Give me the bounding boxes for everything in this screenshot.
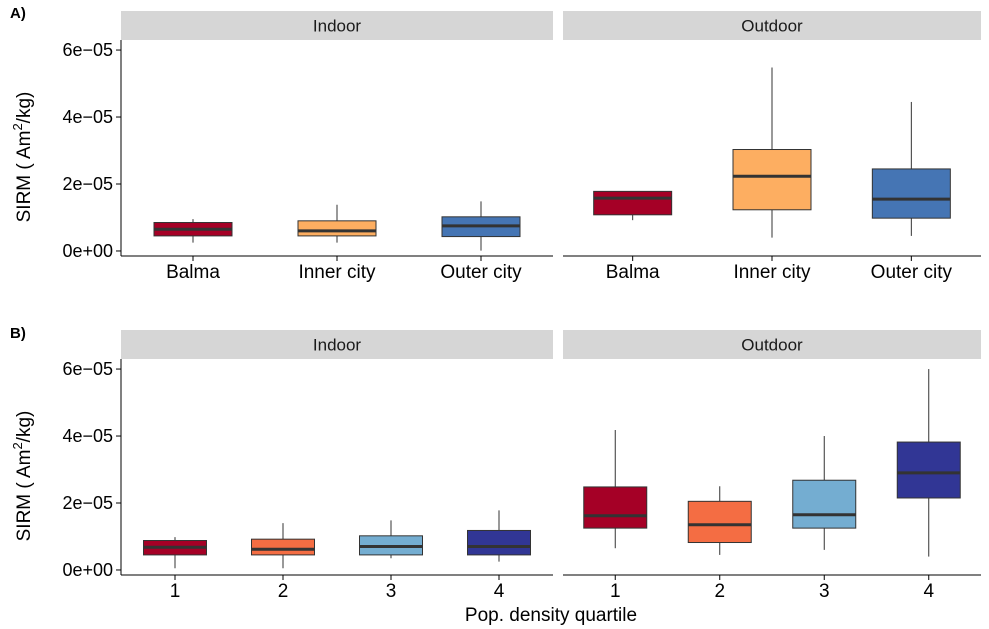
box-inner-city: Inner city [297,204,377,283]
x-tick-label: 4 [923,581,934,602]
x-tick-label: 4 [494,581,505,602]
x-tick-label: Balma [606,262,660,283]
box-body [467,529,531,556]
x-tick-label: 3 [386,581,397,602]
y-axis-title-main: SIRM ( Am [14,131,35,223]
x-tick-label: Inner city [298,262,376,283]
y-axis-title: SIRM ( Am2/kg) [10,411,35,542]
box-1: 1 [143,537,207,602]
y-tick-label: 6e−05 [62,40,113,60]
box-outer-city: Outer city [871,101,953,283]
y-axis-title-main: SIRM ( Am [14,450,35,542]
panel-a: A) 0e+00 2e−05 4e−05 6e−05 SIRM ( Am2/kg) Indo… [10,5,981,283]
y-tick-label: 2e−05 [62,493,113,513]
y-tick-label: 2e−05 [62,174,113,194]
x-tick-label: 1 [610,581,621,602]
x-tick-label: Balma [166,262,220,283]
box-4: 4 [896,369,961,602]
facet-strip [121,330,553,359]
box-body [792,479,857,529]
y-axis-title-sup: 2 [10,442,25,449]
facet-strip [563,330,981,359]
box-body [593,190,673,216]
facet-strip-label: Outdoor [741,336,803,355]
box-inner-city: Inner city [732,67,812,283]
facet-strip-label: Indoor [313,17,362,36]
box-3: 3 [792,436,857,602]
y-tick-label: 4e−05 [62,107,113,127]
y-axis-title-tail: /kg) [14,92,35,124]
x-tick-label: Outer city [440,262,522,283]
y-axis-title-sup: 2 [10,123,25,130]
box-2: 2 [687,486,752,602]
facet-strip [121,11,553,40]
x-tick-label: 1 [170,581,181,602]
x-tick-label: Inner city [733,262,811,283]
facet-strip-label: Indoor [313,336,362,355]
facet-strip-label: Outdoor [741,17,803,36]
x-tick-label: 3 [819,581,830,602]
panel-label: A) [10,5,26,22]
box-balma: Balma [153,219,233,283]
box-body [251,538,315,556]
y-tick-label: 6e−05 [62,359,113,379]
facet-indoor: Indoor Balma Inner city Outer city [121,11,553,283]
y-tick-label: 0e+00 [62,241,113,261]
box-2: 2 [251,523,315,602]
y-axis-title-tail: /kg) [14,411,35,443]
box-4: 4 [467,510,531,602]
box-body [583,486,648,529]
facet-indoor: Indoor 1 2 3 4 [121,330,553,602]
box-3: 3 [359,520,423,602]
box-outer-city: Outer city [440,201,522,283]
x-tick-label: 2 [714,581,725,602]
box-body [297,220,377,237]
box-body [871,168,951,219]
facet-strip [563,11,981,40]
y-axis-title: SIRM ( Am2/kg) [10,92,35,223]
y-tick-label: 4e−05 [62,426,113,446]
box-body [732,149,812,211]
box-body [896,441,961,499]
y-tick-label: 0e+00 [62,560,113,580]
facet-outdoor: Outdoor 1 2 3 4 [563,330,981,602]
box-balma: Balma [593,190,673,283]
panel-label: B) [10,325,26,342]
x-tick-label: Outer city [871,262,953,283]
facet-outdoor: Outdoor Balma Inner city Outer city [563,11,981,283]
box-1: 1 [583,429,648,602]
x-axis-title: Pop. density quartile [465,605,637,626]
x-tick-label: 2 [278,581,289,602]
box-body [687,500,752,544]
